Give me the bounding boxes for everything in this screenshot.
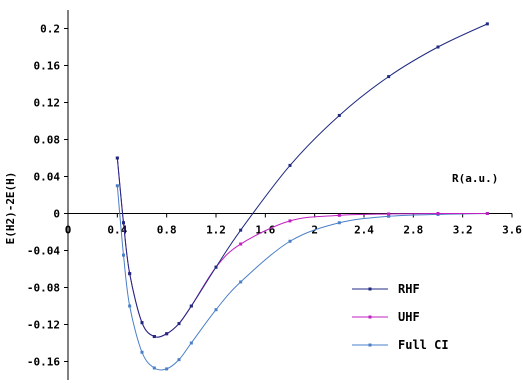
data-point-full-ci bbox=[177, 358, 181, 362]
y-tick-label: 0.2 bbox=[40, 23, 60, 36]
legend-swatch-marker bbox=[368, 315, 372, 319]
legend-label: Full CI bbox=[398, 338, 449, 352]
data-point-rhf bbox=[288, 163, 292, 167]
data-point-full-ci bbox=[239, 280, 243, 284]
x-tick-label: 0.4 bbox=[107, 224, 127, 237]
data-point-rhf bbox=[214, 265, 218, 269]
y-tick-label: 0 bbox=[53, 208, 60, 221]
legend-item-full-ci: Full CI bbox=[352, 338, 449, 352]
data-point-full-ci bbox=[214, 308, 218, 312]
series-line-rhf bbox=[116, 23, 488, 338]
data-point-full-ci bbox=[152, 366, 156, 370]
data-point-rhf bbox=[387, 75, 391, 79]
legend-swatch-marker bbox=[368, 287, 372, 291]
x-tick-label: 2.4 bbox=[354, 224, 374, 237]
legend-label: RHF bbox=[398, 282, 420, 296]
x-tick-label: 0.8 bbox=[157, 224, 177, 237]
series-uhf bbox=[115, 156, 489, 339]
data-point-rhf bbox=[485, 22, 489, 26]
x-tick-label: 0 bbox=[65, 224, 72, 237]
axes: 0.2 0.16 0.12 0.08 0.04 0 -0.04 -0.08 -0.12 -0.16… bbox=[27, 10, 522, 380]
data-point-uhf bbox=[337, 213, 341, 217]
y-tick-label: 0.08 bbox=[34, 134, 61, 147]
y-tick-label: -0.04 bbox=[27, 245, 60, 258]
y-tick-label: -0.08 bbox=[27, 282, 60, 295]
data-point-uhf bbox=[239, 242, 243, 246]
data-point-rhf bbox=[165, 332, 169, 336]
data-point-full-ci bbox=[288, 239, 292, 243]
data-point-full-ci bbox=[128, 304, 132, 308]
legend: RHF UHF Full CI bbox=[352, 282, 449, 352]
data-point-uhf bbox=[288, 219, 292, 223]
data-point-rhf bbox=[436, 45, 440, 49]
series-full-ci bbox=[115, 184, 489, 371]
data-point-uhf bbox=[387, 212, 391, 216]
data-point-uhf bbox=[485, 212, 489, 215]
data-point-rhf bbox=[140, 321, 144, 325]
data-point-uhf bbox=[436, 212, 440, 215]
y-tick-label: 0.04 bbox=[34, 171, 61, 184]
legend-item-uhf: UHF bbox=[352, 310, 420, 324]
data-point-full-ci bbox=[387, 214, 391, 218]
data-point-full-ci bbox=[189, 341, 193, 345]
y-tick-label: -0.16 bbox=[27, 356, 60, 369]
y-axis-title: E(H2)-2E(H) bbox=[4, 172, 17, 245]
x-tick-label: 3.6 bbox=[502, 224, 522, 237]
x-axis-title: R(a.u.) bbox=[452, 172, 498, 185]
legend-label: UHF bbox=[398, 310, 420, 324]
legend-swatch-marker bbox=[368, 343, 372, 347]
data-point-rhf bbox=[152, 335, 156, 339]
x-tick-label: 2.8 bbox=[403, 224, 423, 237]
x-tick-label: 3.2 bbox=[453, 224, 473, 237]
data-point-rhf bbox=[177, 322, 181, 326]
data-point-rhf bbox=[122, 221, 125, 225]
data-point-full-ci bbox=[115, 184, 119, 188]
series-marks bbox=[115, 22, 489, 371]
data-point-full-ci bbox=[337, 221, 341, 225]
data-point-rhf bbox=[128, 272, 132, 276]
series-line-uhf bbox=[116, 157, 488, 338]
legend-item-rhf: RHF bbox=[352, 282, 420, 296]
y-tick-label: -0.12 bbox=[27, 319, 60, 332]
y-tick-label: 0.16 bbox=[34, 60, 61, 73]
data-point-rhf bbox=[337, 113, 341, 117]
y-tick-label: 0.12 bbox=[34, 97, 61, 110]
x-tick-label: 1.2 bbox=[206, 224, 226, 237]
data-point-rhf bbox=[239, 228, 243, 232]
data-point-rhf bbox=[115, 156, 119, 160]
data-point-rhf bbox=[189, 304, 193, 308]
series-rhf bbox=[115, 22, 489, 339]
data-point-full-ci bbox=[122, 253, 125, 257]
data-point-full-ci bbox=[165, 367, 169, 371]
data-point-full-ci bbox=[140, 350, 144, 354]
